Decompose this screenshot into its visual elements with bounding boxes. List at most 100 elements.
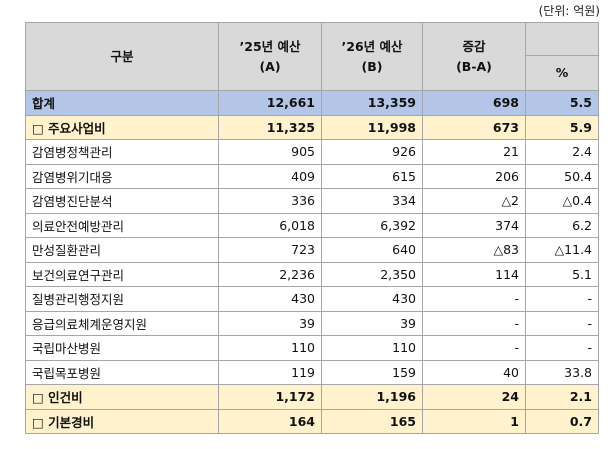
- table-cell: 6,018: [218, 212, 322, 238]
- table-cell: 의료안전예방관리: [25, 212, 219, 238]
- table-cell: 926: [321, 139, 423, 165]
- table-cell: 698: [422, 90, 526, 116]
- header-text: (A): [259, 58, 281, 74]
- table-cell: 2.1: [525, 384, 599, 410]
- header-cell: [525, 22, 599, 56]
- table-cell: -: [525, 335, 599, 361]
- table-cell: -: [422, 310, 526, 336]
- table-cell: □ 인건비: [25, 384, 219, 410]
- table-cell: 1,196: [321, 384, 423, 410]
- table-row: 의료안전예방관리 6,018 6,392 374 6.2: [25, 212, 599, 238]
- table-cell: □ 기본경비: [25, 408, 219, 434]
- table-cell: 723: [218, 237, 322, 263]
- table-cell: -: [422, 335, 526, 361]
- table-cell: 615: [321, 163, 423, 189]
- table-cell: 110: [218, 335, 322, 361]
- table-cell: 33.8: [525, 359, 599, 385]
- table-cell: 질병관리행정지원: [25, 286, 219, 312]
- header-text: (B-A): [456, 58, 492, 74]
- table-cell: 409: [218, 163, 322, 189]
- table-cell: 합계: [25, 90, 219, 116]
- header-text: ’25년 예산: [239, 38, 301, 54]
- table-cell: 39: [321, 310, 423, 336]
- header-row: 구분 ’25년 예산 (A) ’26년 예산 (B) 증감 (B-A): [25, 22, 599, 91]
- header-cell: 증감 (B-A): [422, 22, 526, 91]
- table-cell: 국립마산병원: [25, 335, 219, 361]
- table-row: 감염병위기대응 409 615 206 50.4: [25, 163, 599, 189]
- header-text: ’26년 예산: [341, 38, 403, 54]
- header-cell: 구분: [25, 22, 219, 91]
- table-row: □ 인건비 1,172 1,196 24 2.1: [25, 384, 599, 410]
- table-cell: 만성질환관리: [25, 237, 219, 263]
- table-cell: 감염병정책관리: [25, 139, 219, 165]
- header-text: (B): [361, 58, 383, 74]
- table-cell: 206: [422, 163, 526, 189]
- table-cell: 보건의료연구관리: [25, 261, 219, 287]
- table-cell: 감염병진단분석: [25, 188, 219, 214]
- header-row: %: [26, 55, 599, 91]
- header-text: %: [555, 65, 569, 80]
- table-cell: 905: [218, 139, 322, 165]
- table-cell: 2,236: [218, 261, 322, 287]
- table-cell: △2: [422, 188, 526, 214]
- table-cell: 1: [422, 408, 526, 434]
- table-row: 국립목포병원 119 159 40 33.8: [25, 359, 599, 385]
- table-cell: 13,359: [321, 90, 423, 116]
- table-cell: 2,350: [321, 261, 423, 287]
- table-cell: 6.2: [525, 212, 599, 238]
- table-cell: 110: [321, 335, 423, 361]
- table-row: 국립마산병원 110 110- -: [25, 335, 599, 361]
- table-cell: 640: [321, 237, 423, 263]
- unit-note: (단위: 억원): [538, 4, 600, 18]
- table-cell: 21: [422, 139, 526, 165]
- table-cell: 2.4: [525, 139, 599, 165]
- table-cell: 39: [218, 310, 322, 336]
- table-cell: 5.5: [525, 90, 599, 116]
- table-cell: 응급의료체계운영지원: [25, 310, 219, 336]
- table-cell: 430: [218, 286, 322, 312]
- table-row: 감염병정책관리 905 926 21 2.4: [25, 139, 599, 165]
- table-cell: △11.4: [525, 237, 599, 263]
- table-row: 합계 12,661 13,359 698 5.5: [25, 90, 599, 116]
- budget-table: 구분 ’25년 예산 (A) ’26년 예산 (B) 증감 (B-A)% 합계 12,661 1…: [25, 22, 599, 434]
- table-cell: -: [422, 286, 526, 312]
- table-cell: 1,172: [218, 384, 322, 410]
- header-cell: %: [525, 55, 599, 91]
- table-row: 감염병진단분석 336 334 △2 △0.4: [25, 188, 599, 214]
- table-body: 합계 12,661 13,359 698 5.5 □ 주요사업비 11,325 11,998 6…: [25, 90, 599, 434]
- table-cell: △83: [422, 237, 526, 263]
- table-cell: -: [525, 310, 599, 336]
- table-cell: 국립목포병원: [25, 359, 219, 385]
- header-cell: ’25년 예산 (A): [218, 22, 322, 91]
- table-cell: 0.7: [525, 408, 599, 434]
- table-cell: 6,392: [321, 212, 423, 238]
- header-text: 구분: [110, 48, 134, 64]
- table-cell: 673: [422, 114, 526, 140]
- table-cell: -: [525, 286, 599, 312]
- table-cell: 11,325: [218, 114, 322, 140]
- table-cell: 5.1: [525, 261, 599, 287]
- table-row: □ 주요사업비 11,325 11,998 673 5.9: [25, 114, 599, 140]
- table-cell: 감염병위기대응: [25, 163, 219, 189]
- table-cell: △0.4: [525, 188, 599, 214]
- header-text: 증감: [462, 38, 486, 54]
- table-cell: 336: [218, 188, 322, 214]
- table-cell: 119: [218, 359, 322, 385]
- table-cell: 11,998: [321, 114, 423, 140]
- table-cell: □ 주요사업비: [25, 114, 219, 140]
- table-cell: 24: [422, 384, 526, 410]
- table-header: 구분 ’25년 예산 (A) ’26년 예산 (B) 증감 (B-A)%: [25, 22, 599, 91]
- table-cell: 159: [321, 359, 423, 385]
- table-cell: 164: [218, 408, 322, 434]
- table-cell: 165: [321, 408, 423, 434]
- table-cell: 40: [422, 359, 526, 385]
- table-row: 응급의료체계운영지원 39 39- -: [25, 310, 599, 336]
- table-cell: 50.4: [525, 163, 599, 189]
- table-row: 보건의료연구관리 2,236 2,350 114 5.1: [25, 261, 599, 287]
- table-row: 만성질환관리 723 640 △83 △11.4: [25, 237, 599, 263]
- table-cell: 430: [321, 286, 423, 312]
- table-cell: 114: [422, 261, 526, 287]
- header-cell: ’26년 예산 (B): [321, 22, 423, 91]
- table-row: □ 기본경비 164 165 1 0.7: [25, 408, 599, 434]
